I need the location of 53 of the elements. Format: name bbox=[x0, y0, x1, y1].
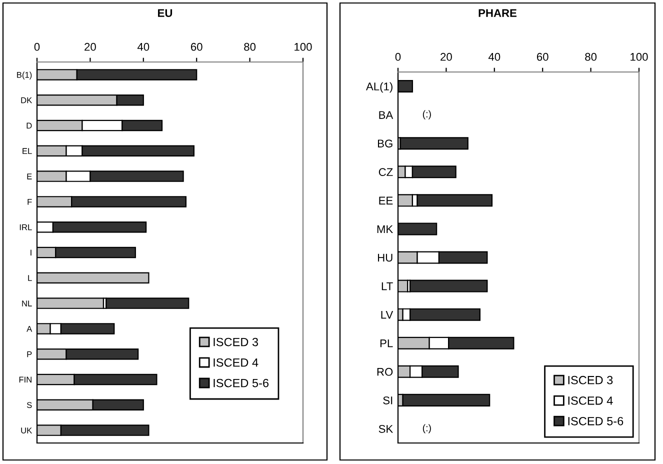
y-tick-label: EE bbox=[379, 196, 393, 204]
chart-title: PHARE bbox=[478, 9, 517, 17]
y-tick-label: P bbox=[27, 351, 32, 358]
legend-label: ISCED 3 bbox=[568, 376, 613, 384]
bar bbox=[402, 394, 490, 406]
y-tick-label: EL bbox=[22, 148, 32, 154]
y-tick-label: PL bbox=[380, 339, 393, 348]
x-tick-label: 0 bbox=[34, 42, 40, 51]
legend-label: ISCED 4 bbox=[568, 396, 613, 405]
y-tick-label: SK bbox=[378, 425, 394, 433]
y-tick-label: LT bbox=[382, 282, 393, 290]
y-tick-label: CZ bbox=[378, 168, 393, 176]
x-tick-label: 40 bbox=[137, 42, 150, 51]
legend-label: ISCED 5-6 bbox=[568, 416, 624, 426]
y-tick-label: IRL bbox=[20, 224, 32, 230]
y-tick-label: F bbox=[28, 198, 32, 205]
annotation: (:) bbox=[422, 110, 431, 120]
y-tick-label: B(1) bbox=[17, 72, 32, 80]
y-tick-label: LV bbox=[381, 310, 394, 319]
y-tick-label: DK bbox=[21, 97, 32, 104]
x-tick-label: 100 bbox=[630, 52, 648, 61]
y-tick-label: D bbox=[26, 122, 32, 129]
y-tick-label: UK bbox=[21, 428, 32, 434]
y-tick-label: A bbox=[26, 326, 32, 332]
y-tick-label: MK bbox=[377, 225, 394, 233]
y-tick-label: BA bbox=[379, 111, 394, 119]
y-tick-label: HU bbox=[378, 254, 392, 262]
x-tick-label: 80 bbox=[585, 52, 597, 61]
x-tick-label: 20 bbox=[84, 42, 96, 51]
x-tick-label: 40 bbox=[488, 52, 500, 61]
y-tick-label: S bbox=[26, 402, 32, 408]
x-tick-label: 20 bbox=[440, 52, 452, 61]
x-tick-label: 60 bbox=[536, 52, 548, 61]
y-tick-label: RO bbox=[377, 368, 393, 376]
annotation: (:) bbox=[422, 424, 431, 434]
y-tick-label: L bbox=[28, 275, 32, 281]
y-tick-label: I bbox=[30, 250, 32, 256]
y-tick-label: E bbox=[27, 174, 32, 180]
bar bbox=[106, 298, 190, 309]
bar bbox=[409, 280, 488, 292]
legend-label: ISCED 4 bbox=[214, 358, 258, 367]
x-tick-label: 80 bbox=[244, 42, 256, 51]
y-tick-label: AL(1) bbox=[366, 82, 392, 93]
x-tick-label: 60 bbox=[190, 42, 202, 51]
x-tick-label: 0 bbox=[395, 52, 401, 61]
x-tick-label: 100 bbox=[294, 42, 312, 51]
chart-title: EU bbox=[158, 9, 172, 17]
y-tick-label: NL bbox=[22, 300, 32, 306]
legend-label: ISCED 5-6 bbox=[214, 378, 269, 388]
legend-label: ISCED 3 bbox=[214, 338, 258, 346]
y-tick-label: BG bbox=[378, 140, 392, 148]
y-tick-label: FIN bbox=[19, 376, 32, 383]
y-tick-label: SI bbox=[383, 396, 392, 404]
